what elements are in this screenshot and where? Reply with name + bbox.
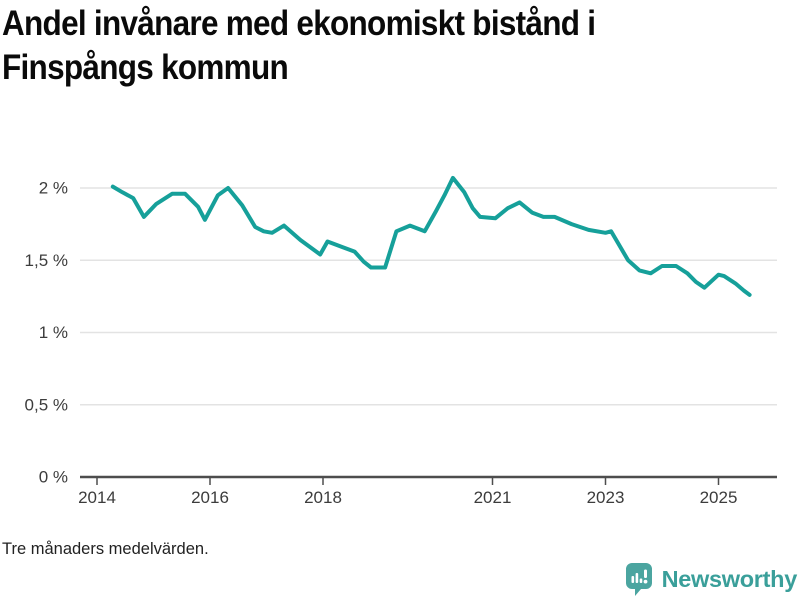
y-tick-label: 0 % — [39, 468, 68, 487]
y-tick-label: 2 % — [39, 179, 68, 198]
newsworthy-wordmark: Newsworthy — [661, 566, 798, 592]
x-tick-label: 2021 — [474, 488, 512, 507]
y-tick-label: 1,5 % — [25, 251, 68, 270]
page-title-line-2: Finspångs kommun — [2, 48, 289, 87]
x-tick-label: 2018 — [304, 488, 342, 507]
y-tick-label: 1 % — [39, 323, 68, 342]
newsworthy-logo[interactable]: Newsworthy — [625, 563, 798, 596]
chart-footnote: Tre månaders medelvärden. — [2, 540, 209, 558]
data-line-Andel invånare med ekonomiskt bistånd — [110, 175, 752, 297]
newsworthy-bar-chart-bubble-icon — [625, 563, 652, 596]
page-title: Andel invånare med ekonomiskt bistånd i … — [2, 2, 776, 90]
x-tick-label: 2025 — [700, 488, 738, 507]
y-tick-label: 0,5 % — [25, 395, 68, 414]
x-tick-label: 2023 — [587, 488, 625, 507]
x-tick-label: 2014 — [78, 488, 116, 507]
page-title-line-1: Andel invånare med ekonomiskt bistånd i — [2, 4, 596, 43]
x-tick-label: 2016 — [191, 488, 229, 507]
